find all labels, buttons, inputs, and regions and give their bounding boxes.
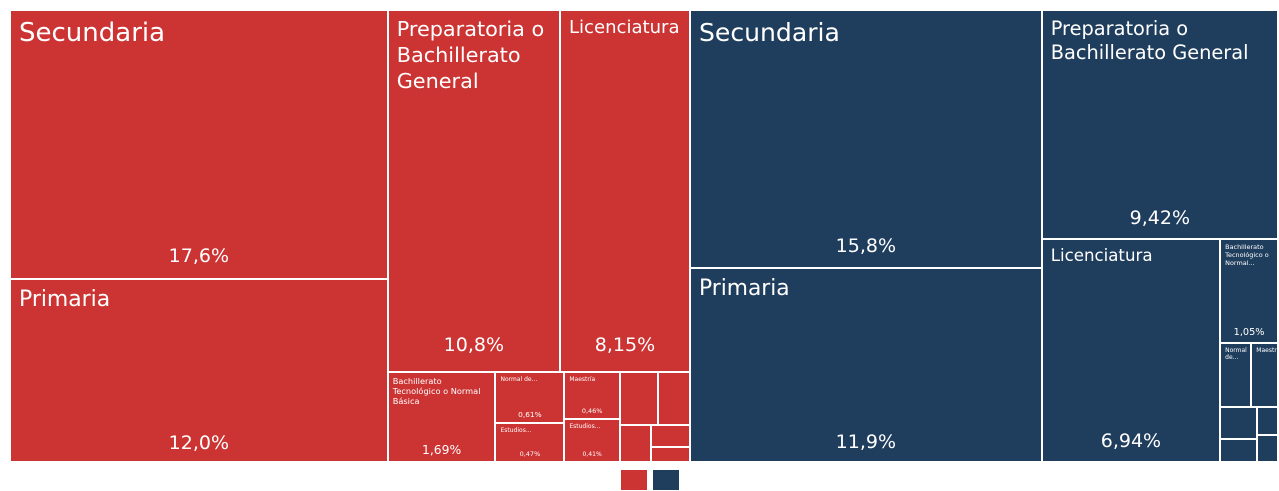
treemap-cell: Bachillerato Tecnológico o Normal... 1,05… xyxy=(1220,238,1278,343)
cell-label: Secundaria xyxy=(699,18,840,47)
cell-label: Bachillerato Tecnológico o Normal Básica xyxy=(392,375,481,407)
cell-value: 0,46% xyxy=(581,407,603,416)
cell-value: 12,0% xyxy=(168,431,230,454)
cell-label: Normal de... xyxy=(500,375,538,383)
cell-label: Preparatoria o Bachillerato General xyxy=(1050,17,1249,65)
cell-value: 0,47% xyxy=(519,449,541,458)
cell-value: 9,42% xyxy=(1129,206,1191,229)
treemap-cell: Primaria 12,0% xyxy=(10,278,388,462)
treemap-cell xyxy=(1256,407,1278,435)
cell-label: Primaria xyxy=(699,275,790,301)
treemap-cell xyxy=(1256,434,1278,462)
cell-value: 8,15% xyxy=(594,334,656,357)
cell-value: 1,05% xyxy=(1233,326,1265,338)
treemap-cell xyxy=(1220,407,1257,439)
treemap-cell: Licenciatura 6,94% xyxy=(1041,238,1221,462)
treemap-cell: Licenciatura 8,15% xyxy=(559,10,690,372)
treemap-cell xyxy=(657,371,690,425)
treemap-cell: Estudios... 0,41% xyxy=(564,419,620,462)
cell-value: 10,8% xyxy=(443,334,505,357)
treemap-cell: Preparatoria o Bachillerato General 9,42% xyxy=(1041,10,1278,239)
cell-label: Preparatoria o Bachillerato General xyxy=(396,17,545,93)
cell-label: Maestría xyxy=(569,375,596,383)
cell-label: Secundaria xyxy=(19,18,166,48)
cell-label: Estudios... xyxy=(569,423,601,431)
treemap-cell: Primaria 11,9% xyxy=(690,267,1042,462)
treemap-cell: Normal de... 0,61% xyxy=(495,371,565,423)
treemap-cell: Preparatoria o Bachillerato General 10,8% xyxy=(387,10,560,372)
cell-value: 11,9% xyxy=(835,431,897,454)
cell-value: 0,41% xyxy=(582,450,602,458)
cell-label: Licenciatura xyxy=(1050,245,1153,265)
cell-label: Estudios... xyxy=(500,426,532,434)
cell-label: Bachillerato Tecnológico o Normal... xyxy=(1225,242,1269,267)
cell-value: 6,94% xyxy=(1100,430,1162,453)
treemap-cell: Normal de... xyxy=(1220,342,1252,408)
cell-label: Primaria xyxy=(19,286,111,312)
cell-value: 1,69% xyxy=(422,443,462,458)
treemap-cell: Bachillerato Tecnológico o Normal Básica… xyxy=(387,371,496,462)
cell-label: Licenciatura xyxy=(568,17,680,38)
treemap-cell: Estudios... 0,47% xyxy=(495,422,565,462)
treemap-cell xyxy=(619,425,652,462)
cell-value: 17,6% xyxy=(168,245,230,267)
cell-value: 15,8% xyxy=(835,234,897,257)
cell-label: Maestría xyxy=(1256,346,1277,354)
treemap-cell: Secundaria 17,6% xyxy=(10,10,388,279)
treemap-cell xyxy=(619,371,658,425)
legend-swatch xyxy=(653,470,679,490)
treemap-cell xyxy=(651,425,690,448)
treemap-cell xyxy=(1220,438,1257,462)
treemap-cell: Maestría 0,46% xyxy=(564,371,620,420)
legend-swatch xyxy=(621,470,647,490)
cell-label: Normal de... xyxy=(1225,346,1247,362)
treemap-cell: Secundaria 15,8% xyxy=(690,10,1042,268)
cell-value: 0,61% xyxy=(518,409,542,419)
treemap-cell: Maestría xyxy=(1251,342,1278,408)
treemap-cell xyxy=(651,447,690,462)
